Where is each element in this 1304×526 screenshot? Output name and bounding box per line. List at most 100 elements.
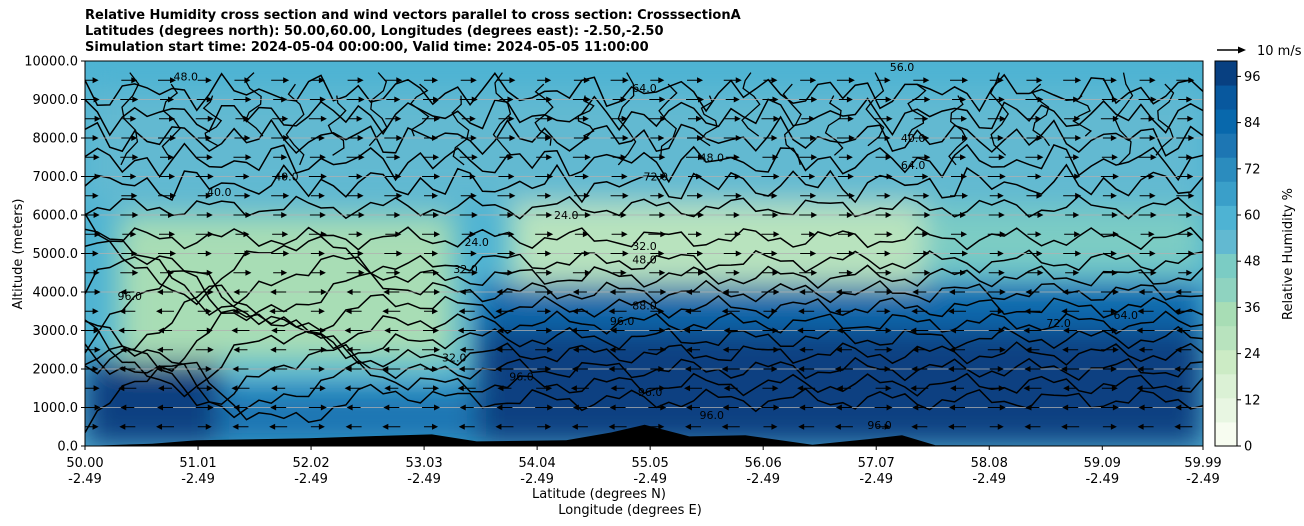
wind-vector-head <box>811 154 818 161</box>
wind-vector-head <box>205 308 212 315</box>
wind-vector-head <box>120 404 127 411</box>
wind-vector-head <box>722 346 729 353</box>
wind-vector-head <box>997 135 1004 141</box>
wind-vector-head <box>685 308 692 315</box>
wind-vector-head <box>283 250 290 257</box>
wind-vector-head <box>545 250 552 257</box>
contour-line <box>85 195 1203 220</box>
x-tick-label-longitude: -2.49 <box>68 472 102 487</box>
contour-line <box>368 72 388 147</box>
wind-vector-head <box>811 212 818 218</box>
wind-vector-head <box>696 231 703 238</box>
wind-vector-head <box>507 96 514 103</box>
contour-line <box>409 83 430 137</box>
wind-vector-head <box>157 346 164 353</box>
wind-vector-head <box>319 269 326 276</box>
wind-vector-head <box>962 77 969 84</box>
wind-vector-head <box>620 154 627 161</box>
wind-vector-head <box>232 423 239 430</box>
wind-vector-head <box>735 77 742 84</box>
colorbar-segment <box>1215 421 1237 447</box>
wind-vector-head <box>357 192 364 199</box>
wind-vector-head <box>496 289 503 295</box>
wind-vector-head <box>1112 289 1119 295</box>
wind-vector-head <box>1025 346 1032 353</box>
contour-label: 64.0 <box>632 82 657 95</box>
wind-vector-head <box>170 250 177 257</box>
wind-vector-head <box>886 346 893 353</box>
wind-vector-head <box>319 385 326 392</box>
wind-vector-head <box>836 327 843 334</box>
wind-vector-head <box>846 212 853 218</box>
colorbar-segment <box>1215 157 1237 182</box>
wind-vector-head <box>772 269 779 276</box>
wind-vector-head <box>773 115 780 122</box>
wind-vector-head <box>1023 385 1030 392</box>
wind-vector-head <box>132 154 139 161</box>
wind-vector-head <box>834 423 841 430</box>
wind-vector-head <box>620 96 627 103</box>
wind-vector-head <box>432 192 439 199</box>
wind-vector-head <box>1137 308 1144 315</box>
contour-labels: 96.096.088.096.0 64.072.024.024.0 32.048.0… <box>118 61 1139 432</box>
wind-vector-head <box>999 231 1006 238</box>
wind-vector-head <box>319 154 326 161</box>
y-tick-label: 9000.0 <box>33 93 79 108</box>
y-tick-label: 10000.0 <box>24 55 78 70</box>
wind-vector-head <box>93 154 100 161</box>
wind-vector-head <box>356 115 363 122</box>
wind-vector-head <box>382 423 389 430</box>
wind-vector-head <box>169 115 176 122</box>
wind-vector-head <box>92 366 99 372</box>
wind-vector-head <box>1150 269 1157 276</box>
wind-vector-head <box>318 77 325 84</box>
wind-vector-head <box>396 192 403 199</box>
wind-vector-head <box>846 96 853 103</box>
wind-vector-head <box>721 308 728 315</box>
wind-vector-head <box>233 404 240 411</box>
wind-vector-head <box>798 366 805 372</box>
wind-vector-head <box>547 346 554 353</box>
wind-vector-head <box>608 308 615 315</box>
wind-vector-head <box>772 96 779 103</box>
wind-vector-head <box>131 135 138 141</box>
wind-vector-head <box>910 327 917 334</box>
wind-vector-head <box>94 173 101 180</box>
x-tick-label-longitude: -2.49 <box>633 472 667 487</box>
colorbar-tick-label: 24 <box>1244 347 1261 362</box>
wind-vector-head <box>132 212 139 218</box>
wind-vector-head <box>156 308 163 315</box>
wind-vector-head <box>357 77 364 84</box>
wind-vector-head <box>546 385 553 392</box>
wind-vector-head <box>205 77 212 84</box>
wind-vector-head <box>131 77 138 84</box>
wind-vector-head <box>885 327 892 334</box>
wind-vector-head <box>207 289 214 295</box>
wind-vector-head <box>547 289 554 295</box>
wind-vector-head <box>231 385 238 392</box>
wind-vector-head <box>949 346 956 353</box>
wind-vector-head <box>1174 423 1181 430</box>
wind-vector-head <box>1150 96 1157 103</box>
x-axis-label-latitude: Latitude (degrees N) <box>532 487 666 502</box>
contour-line <box>492 72 512 156</box>
colorbar-tick-label: 84 <box>1244 116 1261 131</box>
contour-line <box>948 95 968 166</box>
contour-label: 32.0 <box>453 263 478 276</box>
wind-vector-head <box>960 154 967 161</box>
wind-vector-head <box>621 231 628 238</box>
y-tick-label: 8000.0 <box>33 132 79 147</box>
wind-vector-head <box>207 346 214 353</box>
wind-vector-head <box>846 154 853 161</box>
wind-vector-head <box>495 366 502 372</box>
wind-vector-head <box>1175 346 1182 353</box>
wind-vector-head <box>471 269 478 276</box>
contour-label: 96.0 <box>610 315 635 328</box>
wind-vector-head <box>886 231 893 238</box>
contour-line <box>989 72 1009 156</box>
wind-vector-head <box>508 231 515 238</box>
wind-vector-head <box>1175 404 1182 411</box>
wind-vector-head <box>734 173 741 180</box>
wind-vector-head <box>358 96 365 103</box>
wind-vector-head <box>394 96 401 103</box>
